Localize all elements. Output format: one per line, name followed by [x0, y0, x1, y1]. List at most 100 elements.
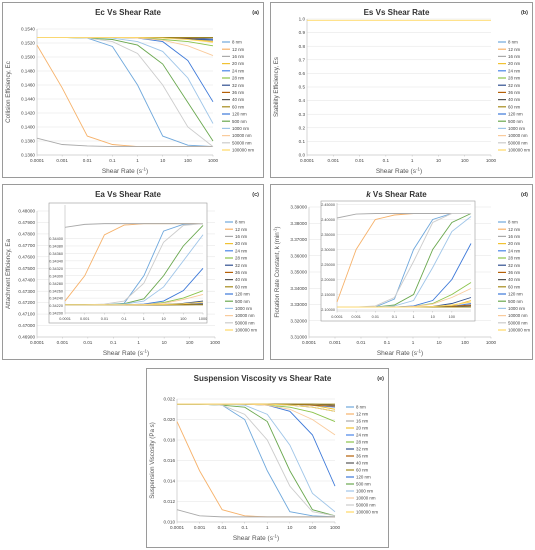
- y-tick-label: 0.5: [299, 85, 306, 90]
- y-tick-label: 0.34340: [49, 259, 63, 263]
- x-tick-label: 0.01: [218, 525, 227, 530]
- y-tick-label: 0.1400: [21, 125, 35, 130]
- x-tick-label: 1: [137, 340, 140, 345]
- legend-entry: 24 nm: [232, 68, 245, 73]
- y-tick-label: 0.47700: [18, 243, 35, 248]
- y-tick-label: 0.34280: [49, 282, 63, 286]
- legend-entry: 36 nm: [356, 454, 369, 459]
- x-tick-label: 0.0001: [331, 315, 343, 319]
- x-tick-label: 0.0001: [59, 317, 71, 321]
- y-tick-label: 0.022: [164, 397, 176, 402]
- y-tick-label: 3.35000: [290, 270, 307, 275]
- x-tick-label: 0.001: [194, 525, 206, 530]
- series-line-1000-nm: [177, 403, 336, 513]
- y-tick-label: 2.20000: [321, 278, 335, 282]
- legend-entry: 1000 nm: [235, 306, 252, 311]
- legend-entry: 32 nm: [232, 83, 245, 88]
- y-tick-label: 0.1440: [21, 97, 35, 102]
- x-tick-label: 10: [287, 525, 293, 530]
- legend-entry: 8 nm: [232, 40, 242, 45]
- chart-svg-d: k Vs Shear Rate (d) 3.39000 3.38000 3.37000 3…: [273, 190, 531, 357]
- x-axis-title: Shear Rate (s-1): [103, 349, 149, 358]
- legend-entry: 1000 nm: [508, 306, 525, 311]
- y-tick-label: 2.45000: [321, 203, 335, 207]
- legend-entry: 8 nm: [508, 220, 518, 225]
- x-tick-label: 1000: [208, 158, 219, 163]
- x-tick-label: 100: [309, 525, 317, 530]
- chart-title: k Vs Shear Rate: [366, 190, 427, 199]
- y-tick-label: 0.1360: [21, 153, 35, 158]
- y-tick-label: 0.014: [164, 479, 176, 484]
- x-axis-title: Shear Rate (s-1): [233, 534, 279, 543]
- legend-entry: 10000 nm: [235, 313, 255, 318]
- y-tick-label: 2.25000: [321, 263, 335, 267]
- y-tick-label: 0.0: [299, 153, 306, 158]
- legend-entry: 40 nm: [508, 97, 521, 102]
- legend-entry: 50000 nm: [232, 140, 252, 145]
- legend-entry: 60 nm: [508, 104, 521, 109]
- y-tick-label: 0.34260: [49, 289, 63, 293]
- legend-entry: 28 nm: [508, 256, 521, 261]
- legend-entry: 60 nm: [508, 284, 521, 289]
- legend-entry: 50000 nm: [508, 320, 528, 325]
- y-axis-title: Stability Efficiency, Es: [273, 57, 280, 117]
- legend-entry: 40 nm: [235, 277, 248, 282]
- legend-entry: 28 nm: [235, 256, 248, 261]
- y-tick-label: 0.010: [164, 520, 176, 525]
- legend-entry: 36 nm: [508, 90, 521, 95]
- chart-svg-b: Es Vs Shear Rate (b) 1.0 0.9 0.8 0.7 0.6 0.5 0.4…: [273, 8, 530, 176]
- y-tick-label: 0.47300: [18, 289, 35, 294]
- legend-entry: 120 nm: [356, 475, 371, 480]
- legend-entry: 1000 nm: [232, 126, 249, 131]
- x-tick-label: 0.1: [392, 315, 397, 319]
- series-line-50000-nm: [37, 36, 214, 147]
- y-tick-label: 0.2: [299, 125, 306, 130]
- y-tick-label: 0.34400: [49, 237, 63, 241]
- y-tick-label: 0.1380: [21, 139, 35, 144]
- series-line-16-nm: [336, 213, 471, 219]
- x-tick-label: 100: [461, 340, 469, 345]
- x-tick-label: 10: [431, 315, 435, 319]
- x-tick-label: 0.001: [56, 158, 68, 163]
- x-tick-label: 0.0001: [30, 340, 44, 345]
- chart-title: Suspension Viscosity vs Shear Rate: [194, 374, 332, 383]
- series-line-12-nm: [176, 421, 335, 518]
- x-tick-label: 1: [266, 525, 269, 530]
- y-tick-label: 0.34300: [49, 274, 63, 278]
- y-tick-label: 0.34200: [49, 312, 63, 316]
- legend-entry: 12 nm: [508, 227, 521, 232]
- x-axis-title: Shear Rate (s-1): [376, 167, 422, 176]
- legend-entry: 100000 nm: [508, 328, 530, 333]
- chart-svg-c: Ea Vs Shear Rate (c) 0.48000 0.47900 0.47800…: [5, 190, 259, 358]
- y-tick-label: 0.47400: [18, 277, 35, 282]
- chart-title: Es Vs Shear Rate: [364, 8, 430, 17]
- legend-entry: 12 nm: [356, 412, 369, 417]
- legend-entry: 500 nm: [356, 482, 371, 487]
- x-tick-label: 0.0001: [30, 158, 44, 163]
- legend-entry: 20 nm: [356, 426, 369, 431]
- y-tick-label: 2.30000: [321, 248, 335, 252]
- y-tick-label: 3.32000: [290, 318, 307, 323]
- legend-entry: 100000 nm: [232, 148, 254, 153]
- y-axis-title: Attachment Efficiency, Ea: [5, 238, 12, 308]
- x-tick-label: 0.001: [57, 340, 69, 345]
- x-tick-label: 0.001: [80, 317, 90, 321]
- legend-entry: 20 nm: [508, 241, 521, 246]
- legend-entry: 120 nm: [235, 292, 250, 297]
- x-tick-label: 0.0001: [170, 525, 184, 530]
- x-tick-label: 0.1: [242, 525, 249, 530]
- y-tick-label: 0.012: [164, 499, 176, 504]
- x-tick-label: 10: [436, 340, 442, 345]
- x-tick-label: 100: [449, 315, 455, 319]
- legend-entry: 10000 nm: [508, 133, 528, 138]
- legend-entry: 120 nm: [508, 292, 523, 297]
- legend-entry: 1000 nm: [508, 126, 525, 131]
- legend-entry: 40 nm: [232, 97, 245, 102]
- x-tick-label: 0.1: [109, 158, 116, 163]
- x-tick-label: 0.01: [357, 340, 366, 345]
- y-tick-label: 0.1540: [21, 27, 35, 32]
- x-tick-label: 0.01: [372, 315, 379, 319]
- legend-entry: 8 nm: [356, 405, 366, 410]
- legend-entry: 10000 nm: [232, 133, 252, 138]
- chart-panel-k: k Vs Shear Rate (d) 3.39000 3.38000 3.37000 3…: [270, 184, 533, 360]
